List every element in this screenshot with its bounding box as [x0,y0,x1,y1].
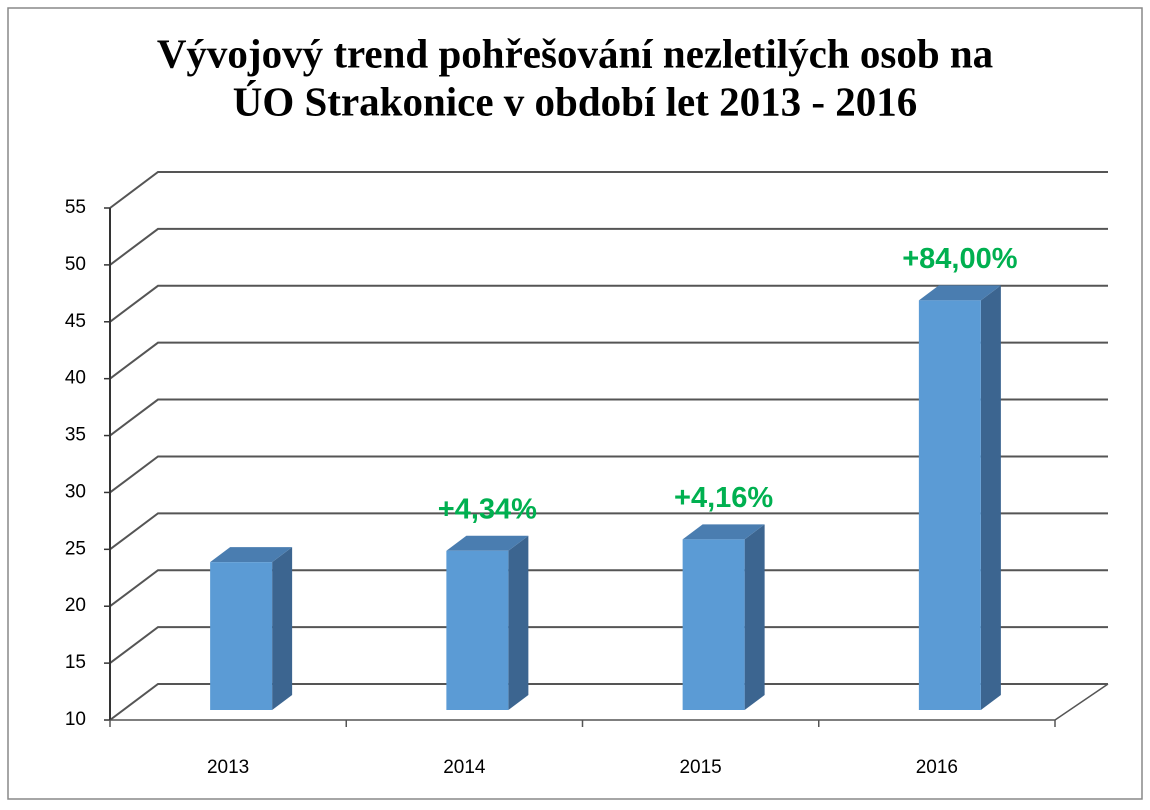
grid-line [109,455,1108,494]
bar-top [682,524,765,540]
chart-title: Vývojový trend pohřešování nezletilých o… [157,30,993,76]
x-tick-label: 2013 [207,757,249,778]
y-tick-label: 20 [65,595,86,616]
grid-line [109,171,1108,209]
grid-line [109,284,1108,323]
grid-line [109,227,1108,266]
grid-line [109,398,1108,437]
grid-line [109,341,1108,380]
bar-top [210,547,293,563]
y-tick-label: 40 [65,368,86,389]
annotation: +4,34% [438,493,537,525]
grid-line [109,683,1108,721]
bar-front [210,562,273,710]
grid-line [109,626,1108,664]
annotation: +4,16% [674,482,773,514]
bar-side [980,285,1001,710]
bar-front [682,539,745,710]
grid-line [109,512,1108,551]
y-tick-label: 45 [65,311,86,332]
bar [682,524,765,710]
grid-line [109,569,1108,608]
bar [918,285,1001,710]
bar-front [446,550,509,710]
bar-side [508,535,529,710]
x-tick-label: 2015 [679,757,721,778]
x-tick-label: 2014 [443,757,486,778]
y-tick-label: 10 [65,709,86,730]
x-tick-label: 2016 [916,757,958,778]
annotation: +84,00% [902,243,1018,275]
bar [446,535,529,710]
y-tick-label: 35 [65,425,86,446]
bar-side [272,547,293,710]
y-tick-label: 25 [65,538,86,559]
bar [210,547,293,710]
y-tick-label: 55 [65,197,86,218]
y-tick-label: 30 [65,481,86,502]
bar-side [744,524,765,710]
bar-top [446,535,529,551]
y-tick-label: 15 [65,652,86,673]
bar-top [918,285,1001,301]
bar-front [918,300,981,710]
y-tick-label: 50 [65,254,86,275]
chart-subtitle: ÚO Strakonice v období let 2013 - 2016 [233,78,918,124]
